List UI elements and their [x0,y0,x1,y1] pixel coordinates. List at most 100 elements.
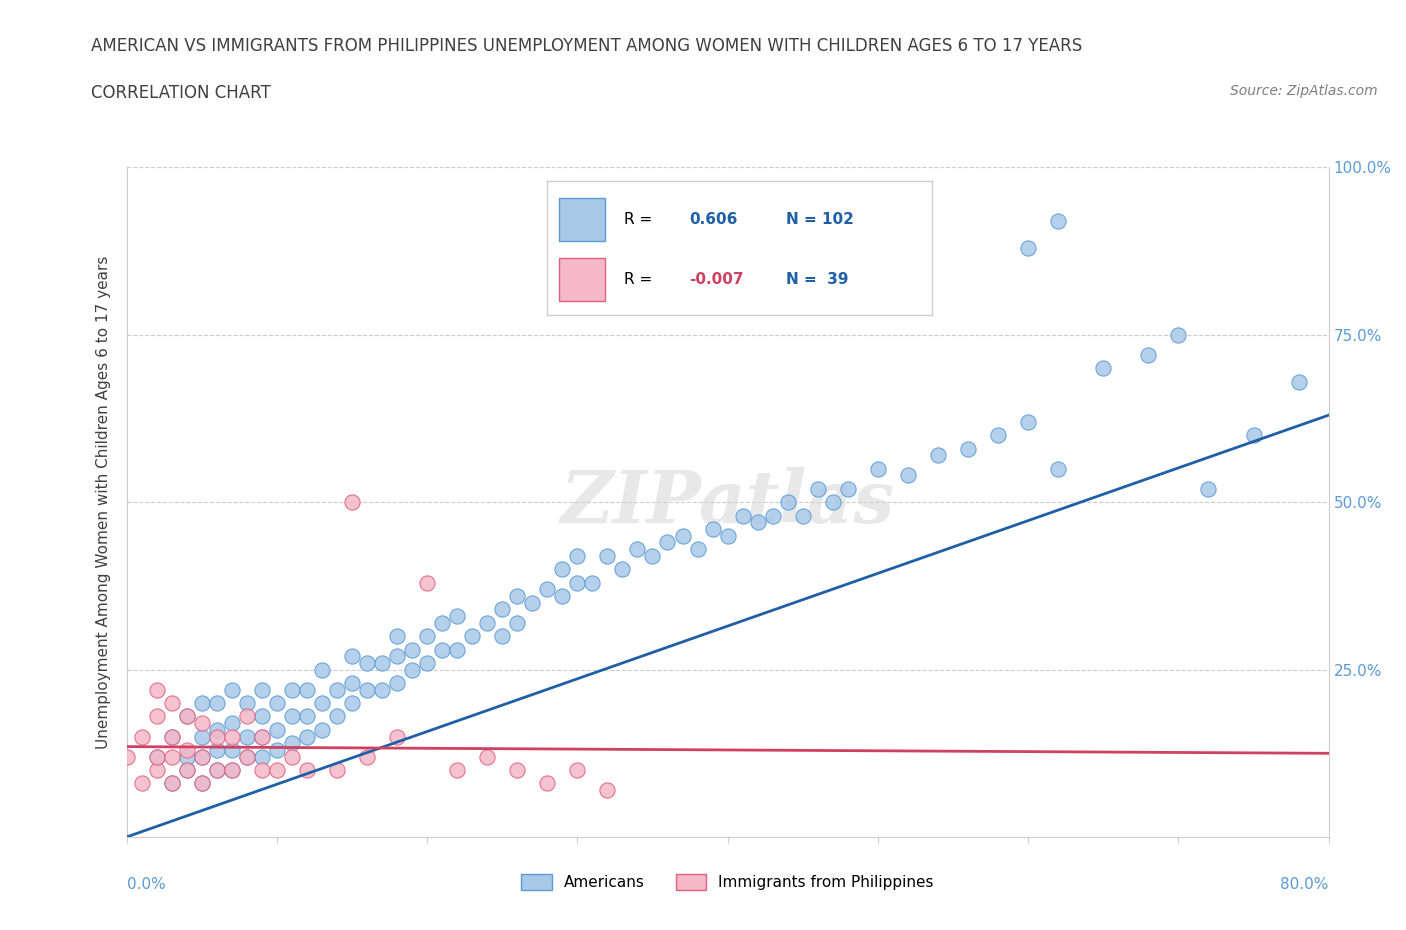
Point [160,776,183,790]
Point [221,763,243,777]
Point [356,656,378,671]
Point [295,683,318,698]
Point [1092,361,1115,376]
Point [956,441,979,456]
Point [190,750,212,764]
Point [190,776,212,790]
Point [1017,240,1039,255]
Point [581,575,603,590]
Point [311,696,333,711]
Point [551,589,574,604]
Point [281,750,304,764]
Text: AMERICAN VS IMMIGRANTS FROM PHILIPPINES UNEMPLOYMENT AMONG WOMEN WITH CHILDREN A: AMERICAN VS IMMIGRANTS FROM PHILIPPINES … [91,37,1083,55]
Point [190,776,212,790]
Point [792,508,814,523]
Point [160,729,183,744]
Legend: Americans, Immigrants from Philippines: Americans, Immigrants from Philippines [515,868,941,897]
Point [506,589,529,604]
Point [281,683,304,698]
Point [416,629,439,644]
Point [506,616,529,631]
Point [250,683,273,698]
Point [205,696,228,711]
Point [340,696,363,711]
Point [295,729,318,744]
Text: 80.0%: 80.0% [1281,877,1329,892]
Point [747,515,769,530]
Point [295,709,318,724]
Point [266,723,288,737]
Point [176,750,198,764]
Point [702,522,724,537]
Point [176,709,198,724]
Point [145,763,167,777]
Point [205,763,228,777]
Point [385,675,408,690]
Point [866,461,889,476]
Point [430,616,453,631]
Point [551,562,574,577]
Point [641,549,664,564]
Point [176,709,198,724]
Point [536,582,558,597]
Point [716,528,740,543]
Point [371,656,394,671]
Point [626,541,648,556]
Point [190,729,212,744]
Point [176,763,198,777]
Point [266,742,288,757]
Point [235,750,259,764]
Point [1197,482,1219,497]
Point [1288,374,1310,389]
Point [731,508,754,523]
Text: ZIPatlas: ZIPatlas [561,467,894,538]
Point [145,683,167,698]
Point [250,709,273,724]
Point [762,508,785,523]
Point [281,709,304,724]
Point [671,528,693,543]
Point [1017,415,1039,430]
Point [385,629,408,644]
Point [311,723,333,737]
Point [927,448,949,463]
Point [205,723,228,737]
Point [686,541,709,556]
Point [266,696,288,711]
Point [1047,461,1070,476]
Point [385,649,408,664]
Point [416,656,439,671]
Point [475,616,498,631]
Point [837,482,859,497]
Point [371,683,394,698]
Point [1047,214,1070,229]
Point [430,642,453,657]
Point [250,729,273,744]
Point [190,716,212,731]
Text: 0.0%: 0.0% [127,877,166,892]
Point [1243,428,1265,443]
Point [446,608,468,623]
Point [446,642,468,657]
Point [356,750,378,764]
Point [221,742,243,757]
Point [567,763,589,777]
Point [295,763,318,777]
Point [356,683,378,698]
Point [131,776,153,790]
Point [326,763,349,777]
Point [190,696,212,711]
Point [190,750,212,764]
Point [221,763,243,777]
Point [131,729,153,744]
Point [160,729,183,744]
Point [160,776,183,790]
Point [385,729,408,744]
Point [326,709,349,724]
Point [475,750,498,764]
Point [446,763,468,777]
Point [776,495,799,510]
Point [250,750,273,764]
Point [596,549,619,564]
Point [612,562,634,577]
